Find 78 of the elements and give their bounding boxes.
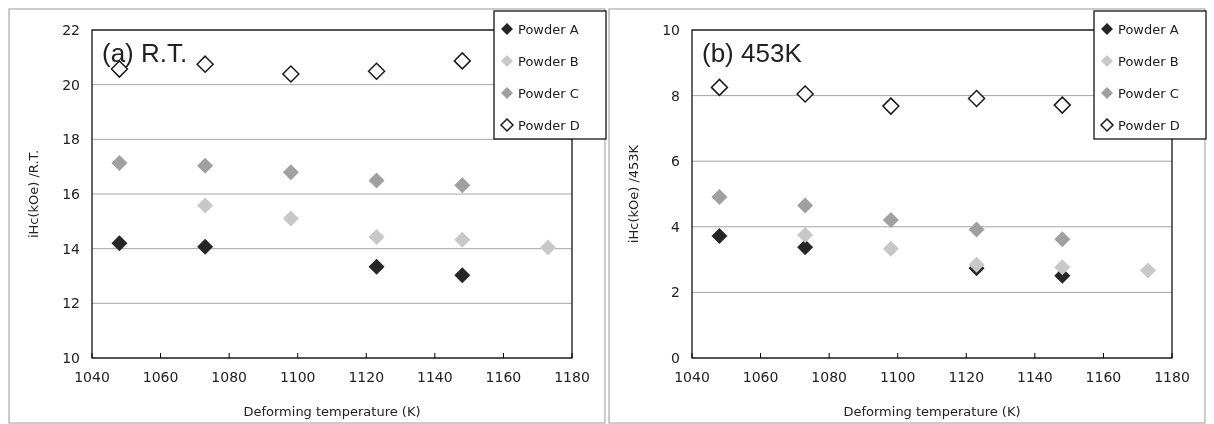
x-tick-label: 1160 <box>1085 369 1122 385</box>
x-tick-label: 1080 <box>811 369 847 385</box>
point <box>111 155 128 172</box>
point <box>282 210 299 227</box>
point <box>1053 96 1072 114</box>
x-tick-label: 1080 <box>211 369 247 385</box>
point <box>1140 262 1156 279</box>
y-tick-label: 0 <box>671 350 680 366</box>
point <box>540 239 556 256</box>
point <box>367 62 386 81</box>
legend-label: Powder D <box>1118 118 1180 133</box>
point <box>882 97 900 115</box>
point <box>710 78 729 97</box>
point <box>454 177 471 194</box>
point <box>111 235 128 252</box>
point <box>1054 231 1071 248</box>
legend-label: Powder C <box>1118 86 1179 101</box>
legend-label: Powder B <box>1118 54 1179 69</box>
y-tick-label: 8 <box>671 87 680 104</box>
x-tick-label: 1100 <box>879 369 916 385</box>
y-tick-label: 22 <box>62 22 80 38</box>
y-tick-label: 6 <box>671 153 681 170</box>
point <box>197 157 214 174</box>
x-tick-label: 1140 <box>417 369 453 385</box>
y-tick-label: 10 <box>662 22 680 38</box>
point <box>196 55 214 73</box>
point <box>282 65 300 83</box>
point <box>711 188 728 205</box>
point <box>797 197 814 214</box>
point <box>967 89 986 108</box>
point <box>968 256 985 273</box>
point <box>368 258 385 275</box>
x-axis-title: Deforming temperature (K) <box>243 404 421 419</box>
y-tick-label: 18 <box>62 131 80 148</box>
legend-label: Powder A <box>518 22 579 37</box>
x-tick-label: 1040 <box>74 369 110 385</box>
point <box>882 240 899 257</box>
legend-label: Powder B <box>518 54 579 69</box>
chart-title: (b) 453K <box>702 38 803 68</box>
x-tick-label: 1120 <box>948 369 985 385</box>
point <box>368 228 385 245</box>
y-tick-label: 20 <box>62 76 80 93</box>
point <box>454 267 471 284</box>
x-tick-label: 1180 <box>1154 369 1190 385</box>
point <box>797 239 814 256</box>
y-tick-label: 14 <box>62 240 81 257</box>
y-tick-label: 12 <box>62 295 80 312</box>
point <box>197 238 214 255</box>
x-tick-label: 1040 <box>674 369 710 385</box>
point <box>1054 259 1071 276</box>
point <box>711 227 728 244</box>
point <box>454 231 471 248</box>
legend-label: Powder D <box>518 118 580 133</box>
y-axis-title: iHc(kOe) /R.T. <box>26 149 41 239</box>
x-axis-title: Deforming temperature (K) <box>843 404 1021 419</box>
y-tick-label: 2 <box>671 284 680 301</box>
x-tick-label: 1120 <box>348 369 385 385</box>
point <box>968 221 985 238</box>
point <box>368 172 385 189</box>
point <box>882 211 899 228</box>
x-tick-label: 1140 <box>1017 369 1053 385</box>
point <box>797 227 814 243</box>
legend-label: Powder A <box>1118 22 1179 37</box>
x-tick-label: 1060 <box>142 369 179 385</box>
point <box>282 164 299 181</box>
x-tick-label: 1160 <box>485 369 522 385</box>
x-tick-label: 1060 <box>742 369 779 385</box>
y-tick-label: 4 <box>671 218 681 235</box>
x-tick-label: 1180 <box>554 369 590 385</box>
legend-label: Powder C <box>518 86 579 101</box>
chart-title: (a) R.T. <box>102 38 188 68</box>
y-tick-label: 10 <box>62 350 80 366</box>
point <box>453 52 472 70</box>
point <box>796 85 814 103</box>
y-tick-label: 16 <box>62 186 81 202</box>
x-tick-label: 1100 <box>279 369 316 385</box>
y-axis-title: iHc(kOe) /453K <box>626 144 641 244</box>
point <box>197 197 214 214</box>
